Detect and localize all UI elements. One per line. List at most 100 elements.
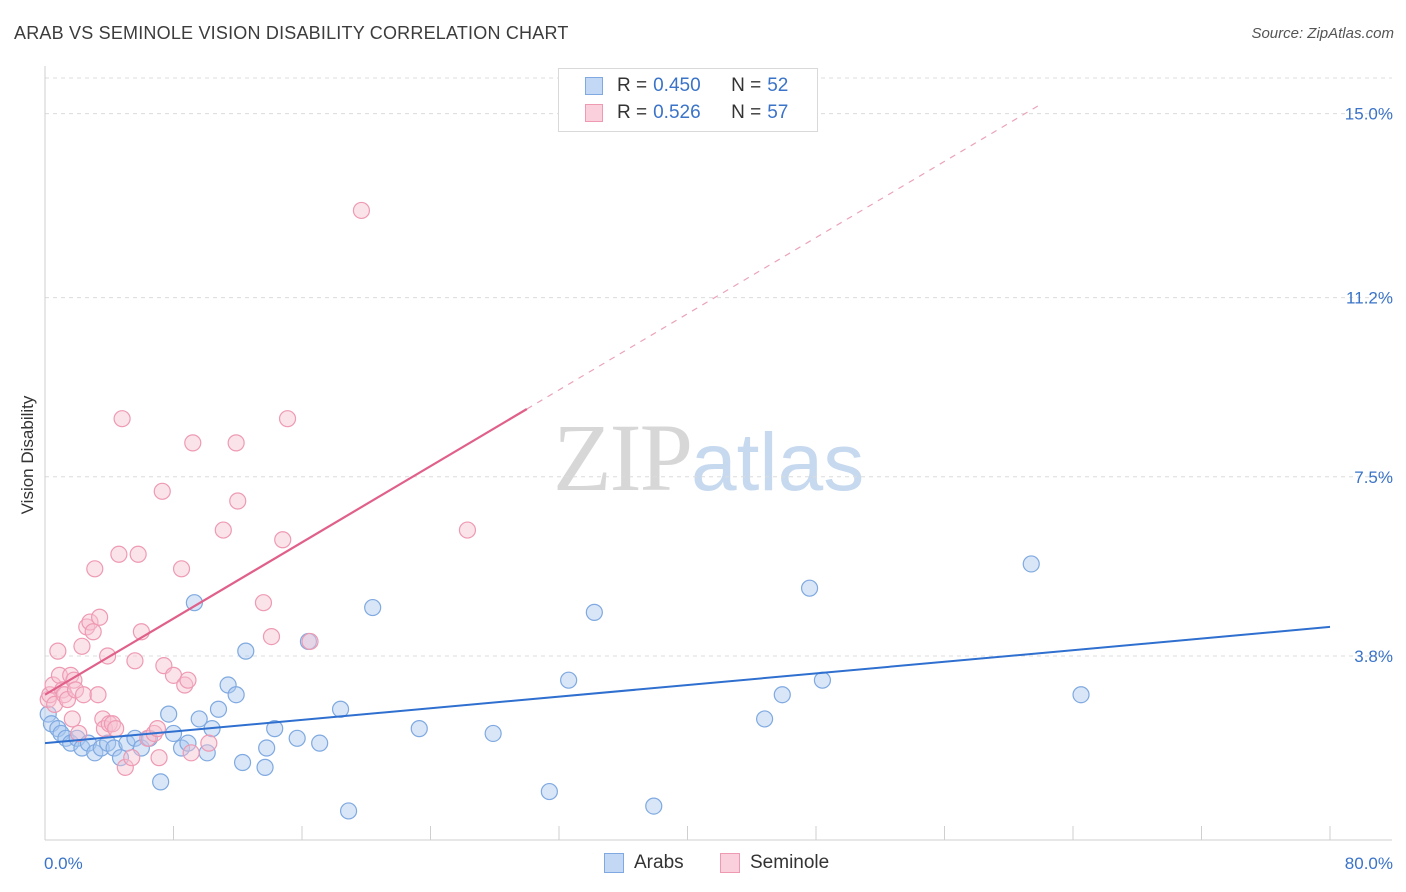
- legend-r-value: 0.526: [653, 102, 701, 123]
- y-tick-label: 15.0%: [1345, 105, 1393, 124]
- trend-line-seminole-extension: [526, 103, 1042, 410]
- series-label-arabs: Arabs: [634, 852, 684, 873]
- point-seminole: [352, 201, 371, 220]
- point-seminole: [229, 492, 247, 510]
- point-arabs: [185, 594, 203, 612]
- point-seminole: [227, 434, 245, 452]
- point-seminole: [172, 560, 191, 578]
- point-seminole: [55, 686, 73, 704]
- series-legend-arabs: Arabs: [604, 852, 684, 874]
- point-seminole: [200, 734, 218, 752]
- point-seminole: [66, 681, 85, 699]
- x-tick-label: 0.0%: [44, 854, 83, 873]
- point-arabs: [152, 773, 170, 791]
- point-arabs: [800, 579, 819, 597]
- data-points: [39, 201, 1090, 820]
- point-seminole: [70, 724, 88, 743]
- legend-r-value: 0.450: [653, 75, 701, 96]
- legend-n-value: 52: [767, 75, 789, 96]
- point-arabs: [755, 710, 774, 728]
- point-seminole: [89, 686, 107, 704]
- source-label: Source: ZipAtlas.com: [1251, 25, 1394, 42]
- series-swatch-arabs: [604, 853, 624, 873]
- legend-swatch-arabs: [585, 77, 603, 95]
- legend-n-label: N =: [731, 102, 762, 123]
- point-arabs: [339, 802, 358, 820]
- point-arabs: [227, 686, 245, 704]
- watermark: ZIPatlas: [553, 402, 864, 513]
- point-arabs: [645, 797, 663, 815]
- point-arabs: [773, 686, 791, 704]
- point-seminole: [126, 652, 144, 670]
- trend-lines: [44, 103, 1331, 745]
- series-swatch-seminole: [720, 853, 740, 873]
- point-arabs: [179, 734, 197, 752]
- point-seminole: [81, 613, 99, 631]
- legend-n-value: 57: [767, 102, 789, 123]
- point-arabs: [266, 720, 284, 738]
- point-arabs: [311, 734, 329, 752]
- point-seminole: [123, 749, 141, 767]
- point-seminole: [84, 623, 102, 641]
- tick-labels: 3.8% 7.5% 11.2% 15.0% 0.0% 80.0%: [44, 105, 1393, 873]
- point-arabs: [105, 739, 123, 757]
- point-arabs: [585, 603, 603, 621]
- point-seminole: [86, 560, 104, 578]
- point-seminole: [129, 545, 147, 563]
- legend-row-arabs: R = 0.450 N = 52: [585, 73, 788, 99]
- point-arabs: [364, 598, 382, 617]
- y-tick-label: 11.2%: [1346, 289, 1393, 308]
- point-seminole: [184, 434, 202, 452]
- point-arabs: [209, 700, 228, 718]
- point-seminole: [458, 521, 477, 539]
- watermark-zip: ZIP: [553, 404, 693, 511]
- legend-r-label: R =: [617, 75, 648, 96]
- point-arabs: [258, 739, 276, 757]
- y-tick-label: 3.8%: [1354, 647, 1393, 666]
- point-seminole: [150, 749, 168, 767]
- point-arabs: [190, 710, 208, 728]
- point-seminole: [262, 628, 281, 646]
- point-arabs: [410, 720, 428, 738]
- point-seminole: [214, 521, 232, 539]
- point-arabs: [484, 724, 502, 743]
- point-seminole: [254, 594, 273, 612]
- y-tick-label: 7.5%: [1354, 468, 1393, 487]
- chart-title: ARAB VS SEMINOLE VISION DISABILITY CORRE…: [14, 23, 569, 43]
- point-arabs: [540, 782, 558, 801]
- point-seminole: [182, 744, 200, 762]
- point-arabs: [39, 705, 57, 723]
- point-arabs: [237, 642, 255, 660]
- point-seminole: [49, 642, 67, 660]
- point-arabs: [164, 724, 183, 743]
- point-arabs: [256, 758, 274, 776]
- point-seminole: [278, 410, 297, 428]
- point-seminole: [116, 758, 134, 776]
- point-seminole: [274, 531, 292, 549]
- trend-line-arabs: [44, 625, 1331, 745]
- legend-swatch-seminole: [585, 104, 603, 122]
- series-label-seminole: Seminole: [750, 852, 830, 873]
- point-arabs: [560, 671, 578, 689]
- point-seminole: [63, 710, 81, 728]
- y-axis-label: Vision Disability: [18, 395, 37, 515]
- grid-lines: [45, 77, 1392, 657]
- point-arabs: [160, 705, 178, 723]
- point-seminole: [107, 720, 125, 738]
- legend-n-label: N =: [731, 75, 762, 96]
- point-seminole: [74, 686, 93, 704]
- point-seminole: [301, 632, 319, 651]
- point-seminole: [179, 671, 197, 689]
- point-seminole: [91, 608, 109, 626]
- legend-row-seminole: R = 0.526 N = 57: [585, 100, 788, 126]
- point-arabs: [813, 671, 832, 689]
- point-arabs: [288, 729, 306, 747]
- point-seminole: [153, 482, 171, 500]
- point-arabs: [1022, 555, 1040, 573]
- series-legend: Arabs Seminole: [0, 852, 1406, 878]
- point-seminole: [73, 637, 91, 655]
- point-seminole: [113, 410, 131, 428]
- series-legend-seminole: Seminole: [720, 852, 829, 874]
- point-arabs: [233, 753, 252, 772]
- correlation-legend: R = 0.450 N = 52 R = 0.526 N = 57: [558, 68, 818, 132]
